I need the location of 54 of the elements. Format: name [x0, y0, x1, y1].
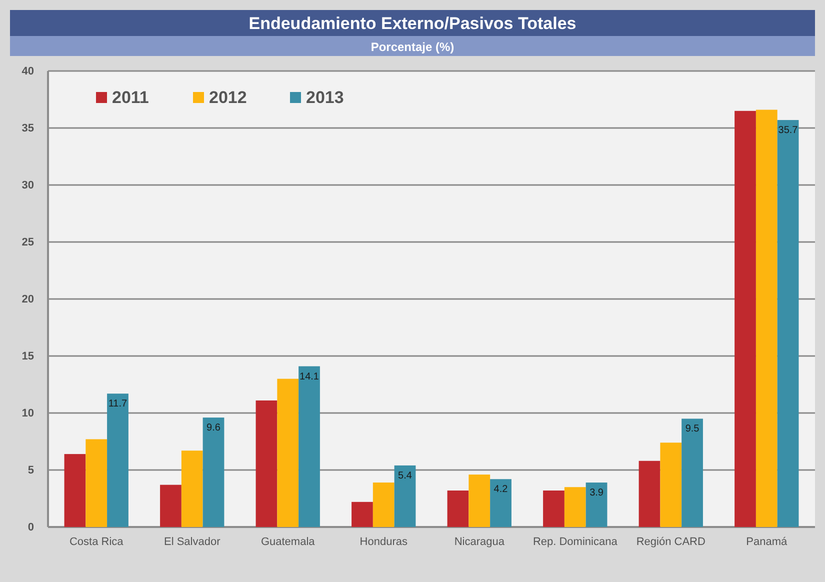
y-tick-label: 20: [22, 294, 34, 306]
data-label: 4.2: [494, 484, 508, 496]
bar: [734, 110, 756, 527]
bar: [86, 439, 108, 527]
legend-label: 2013: [306, 88, 344, 107]
bar: [682, 418, 703, 527]
bar: [638, 460, 660, 527]
bar: [756, 110, 778, 527]
x-tick-label: Rep. Dominicana: [532, 536, 618, 548]
bar: [181, 450, 203, 527]
y-tick-label: 35: [22, 122, 34, 135]
bar: [394, 465, 416, 527]
y-tick-label: 40: [22, 66, 34, 78]
bar: [256, 400, 278, 527]
x-tick-label: El Salvador: [164, 536, 221, 548]
y-tick-label: 10: [22, 408, 34, 420]
y-tick-label: 15: [22, 350, 34, 363]
data-label: 11.7: [108, 398, 128, 410]
legend-label: 2011: [112, 88, 149, 107]
bar: [277, 378, 299, 527]
chart-title: Endeudamiento Externo/Pasivos Totales: [248, 14, 576, 33]
bar: [372, 482, 394, 527]
bar: [202, 418, 224, 527]
x-tick-label: Guatemala: [260, 536, 316, 548]
bar: [107, 394, 128, 527]
x-tick-label: Panamá: [746, 536, 788, 548]
data-label: 3.9: [590, 488, 604, 499]
data-label: 9.5: [685, 424, 700, 435]
bar: [447, 490, 469, 527]
bar: [160, 484, 182, 527]
y-tick-label: 30: [22, 180, 34, 192]
bar: [64, 454, 86, 527]
x-tick-label: Costa Rica: [69, 536, 124, 548]
bar: [298, 366, 320, 527]
bar: [660, 442, 682, 527]
bar: [468, 474, 490, 527]
data-label: 14.1: [300, 371, 320, 382]
bar: [490, 479, 512, 527]
data-label: 9.6: [206, 422, 221, 434]
x-tick-label: Honduras: [360, 536, 408, 548]
y-tick-label: 5: [28, 464, 34, 477]
legend-label: 2012: [209, 88, 247, 107]
bar: [543, 490, 564, 527]
x-tick-label: Región CARD: [636, 536, 706, 548]
bar: [564, 487, 586, 527]
data-label: 35.7: [778, 125, 798, 136]
x-tick-label: Nicaragua: [454, 536, 506, 548]
data-label: 5.4: [398, 470, 412, 482]
chart-subtitle: Porcentaje (%): [370, 40, 454, 54]
y-tick-label: 25: [22, 236, 34, 249]
bar: [352, 502, 373, 527]
bar: [777, 120, 799, 527]
y-tick-label: 0: [28, 522, 34, 534]
bar: [586, 482, 608, 527]
